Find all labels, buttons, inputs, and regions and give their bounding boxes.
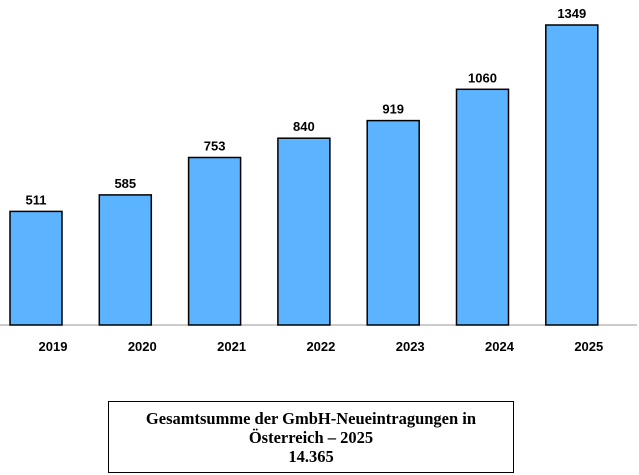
bars-group: [10, 25, 598, 325]
x-tick-labels-group: 2019 2020 2021 2022 2023 2024 2025: [39, 339, 604, 354]
bar-2025: [546, 25, 598, 325]
value-label-2020: 585: [114, 176, 136, 191]
bar-2023: [367, 121, 419, 325]
value-label-2025: 1349: [557, 6, 586, 21]
value-label-2022: 840: [293, 119, 315, 134]
bar-2024: [457, 89, 509, 325]
summary-line-1: Gesamtsumme der GmbH-Neueintragungen in: [146, 409, 476, 428]
x-tick-label-2025: 2025: [574, 339, 603, 354]
value-label-2024: 1060: [468, 70, 497, 85]
bar-2021: [189, 158, 241, 326]
value-label-2023: 919: [382, 102, 404, 117]
bar-2020: [99, 195, 151, 325]
bar-chart: 511 585 753 840 919 1060 1349 2019 2020 2021 2022…: [0, 0, 639, 395]
bar-2022: [278, 138, 330, 325]
value-label-2019: 511: [26, 192, 47, 207]
summary-box: Gesamtsumme der GmbH-Neueintragungen in …: [108, 401, 514, 473]
x-tick-label-2020: 2020: [128, 339, 157, 354]
value-label-2021: 753: [204, 139, 226, 154]
x-tick-label-2021: 2021: [217, 339, 246, 354]
x-tick-label-2023: 2023: [396, 339, 425, 354]
summary-line-2: Österreich – 2025: [249, 428, 373, 447]
summary-total: 14.365: [288, 447, 333, 466]
bar-2019: [10, 211, 62, 325]
x-tick-label-2019: 2019: [39, 339, 68, 354]
x-tick-label-2022: 2022: [306, 339, 335, 354]
x-tick-label-2024: 2024: [485, 339, 515, 354]
